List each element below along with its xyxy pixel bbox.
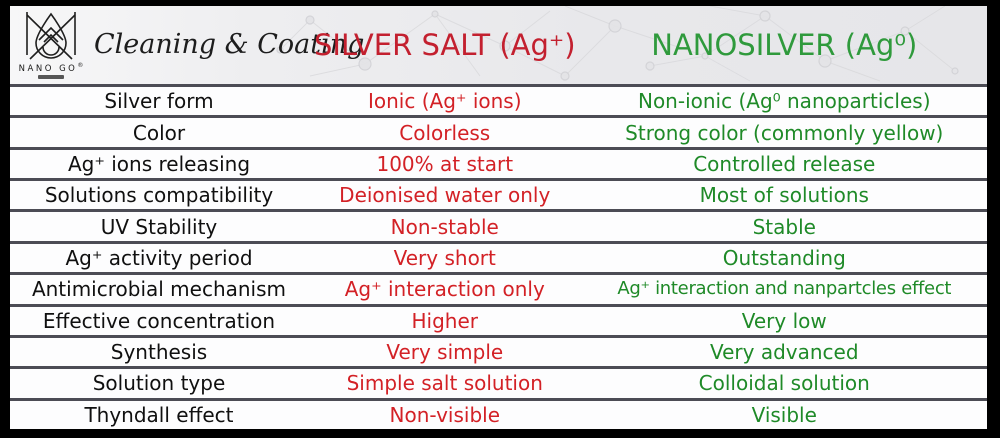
nanosilver-value: Very advanced [709, 340, 859, 365]
nanosilver-value: Outstanding [722, 245, 846, 270]
silver-salt-value: Deionised water only [339, 183, 551, 208]
nanosilver-value: Visible [751, 402, 817, 427]
row-label: Synthesis [110, 340, 208, 365]
row-label: Thyndall effect [84, 402, 234, 427]
silver-salt-value: 100% at start [376, 151, 514, 176]
row-label: Solution type [92, 371, 226, 396]
nanogo-logo: NANO GO® [18, 11, 84, 80]
table-row: Color Colorless Strong color (commonly y… [10, 115, 987, 147]
nanosilver-value: Stable [752, 214, 816, 239]
silver-salt-column-title: SILVER SALT (Ag⁺) [313, 28, 576, 62]
nanosilver-value: Non-ionic (Ag⁰ nanoparticles) [637, 89, 931, 114]
nanosilver-value: Very low [741, 308, 827, 333]
table-row: Ag⁺ ions releasing 100% at start Control… [10, 146, 987, 179]
table-row: Effective concentration Higher Very low [10, 303, 987, 335]
table-row: UV Stability Non-stable Stable [10, 209, 987, 241]
nanogo-logo-icon [26, 11, 76, 60]
row-label: Color [132, 120, 186, 145]
brand-area: NANO GO® Cleaning & Coating [10, 11, 364, 80]
table-row: Solution type Simple salt solution Collo… [10, 366, 987, 398]
table-row: Solutions compatibility Deionised water … [10, 178, 987, 210]
silver-salt-value: Colorless [399, 120, 491, 145]
row-label: Effective concentration [42, 308, 276, 333]
registered-mark: ® [77, 61, 84, 69]
row-label: Solutions compatibility [44, 183, 274, 208]
logo-wordmark: NANO GO® [18, 61, 84, 74]
nanosilver-value: Colloidal solution [698, 371, 870, 396]
table-row: Antimicrobial mechanism Ag⁺ interaction … [10, 272, 987, 304]
silver-salt-value: Non-stable [390, 214, 499, 239]
row-label: Antimicrobial mechanism [31, 277, 287, 302]
table-row: Thyndall effect Non-visible Visible [10, 397, 987, 429]
nanosilver-value: Ag⁺ interaction and nanpartcles effect [617, 278, 952, 300]
nanosilver-value: Strong color (commonly yellow) [625, 120, 944, 145]
row-label: UV Stability [100, 214, 218, 239]
silver-salt-value: Higher [411, 308, 479, 333]
nanosilver-value: Controlled release [693, 151, 876, 176]
row-label: Silver form [104, 89, 214, 114]
table-row: Silver form Ionic (Ag⁺ ions) Non-ionic (… [10, 84, 987, 116]
table-row: Ag⁺ activity period Very short Outstandi… [10, 240, 987, 273]
silver-salt-value: Simple salt solution [346, 371, 543, 396]
nanosilver-value: Most of solutions [699, 183, 869, 208]
silver-salt-value: Very short [393, 245, 496, 270]
silver-salt-value: Ionic (Ag⁺ ions) [368, 89, 522, 114]
comparison-table-body: Silver form Ionic (Ag⁺ ions) Non-ionic (… [10, 84, 987, 429]
row-label: Ag⁺ activity period [65, 245, 253, 270]
silver-salt-value: Very simple [386, 340, 504, 365]
table-header: NANO GO® Cleaning & Coating SILVER SALT … [10, 6, 987, 84]
row-label: Ag⁺ ions releasing [67, 151, 251, 176]
silver-salt-value: Non-visible [389, 402, 500, 427]
table-row: Synthesis Very simple Very advanced [10, 334, 987, 367]
silver-salt-value: Ag⁺ interaction only [344, 277, 545, 302]
logo-tagline-bar [38, 75, 64, 80]
nanosilver-column-title: NANOSILVER (Ag⁰) [651, 28, 918, 62]
